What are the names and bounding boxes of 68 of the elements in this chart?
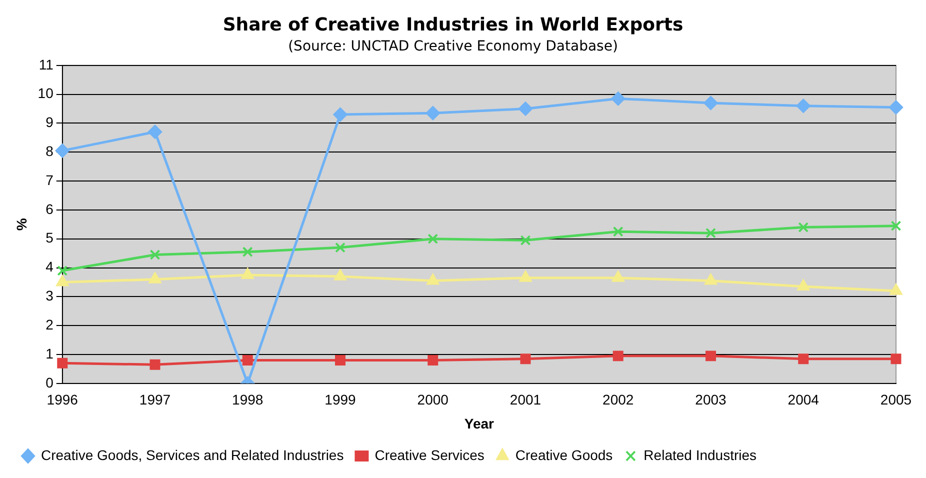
chart-subtitle: (Source: UNCTAD Creative Economy Database) [288,38,618,55]
point [519,270,532,282]
legend-label: Related Industries [644,446,757,463]
point [612,350,624,362]
point [148,272,162,284]
x-tick-label: 1999 [324,392,356,408]
point [241,268,254,279]
y-tick-label: 5 [46,230,54,246]
point [57,358,68,368]
y-tick-label: 9 [46,114,54,130]
point [56,275,69,286]
point [889,100,903,114]
y-tick-label: 0 [46,374,54,390]
y-tick-label: 7 [46,172,54,188]
legend-label: Creative Goods, Services and Related Industries [41,446,344,463]
point [611,92,626,106]
point [335,355,346,366]
x-axis-title: Year [464,415,495,432]
x-tick-label: 1997 [139,392,171,408]
point [150,359,160,370]
point [612,270,624,282]
point [150,250,160,260]
point [890,284,902,295]
y-tick-label: 11 [38,56,54,72]
point [333,108,348,122]
point [242,246,253,258]
point [335,242,346,253]
point [518,102,532,116]
point [242,355,253,366]
y-tick-label: 3 [46,288,54,304]
x-tick-label: 2004 [788,392,820,408]
point [706,228,716,238]
point [426,274,440,285]
x-tick-label: 2001 [510,392,542,408]
point [798,354,809,364]
point [148,124,162,139]
x-tick-label: 1998 [232,392,264,408]
x-tick-label: 2005 [880,392,912,408]
point [520,235,531,246]
point [428,234,438,244]
point [334,269,346,280]
point [706,350,716,362]
point [798,222,809,233]
chart-title: Share of Creative Industries in World Exports [222,14,684,36]
x-tick-label: 2002 [602,392,634,408]
point [612,226,624,237]
point [704,274,717,285]
x-tick-label: 2000 [417,392,449,408]
point [704,96,718,110]
y-tick-label: 10 [38,85,54,102]
y-axis-title: % [13,218,30,231]
point [797,280,810,291]
point [890,354,902,364]
point [796,98,810,113]
legend-label: Creative Goods [515,446,613,463]
x-tick-label: 2003 [695,392,727,408]
x-tick-label: 1996 [46,392,78,408]
y-tick-label: 6 [46,200,54,217]
y-tick-label: 4 [46,258,54,275]
point [426,106,440,120]
point [890,220,902,232]
y-tick-label: 2 [46,316,54,332]
y-tick-label: 1 [46,345,54,362]
point [520,354,531,364]
legend-label: Creative Services [374,446,484,463]
point [428,355,438,366]
point [55,144,70,158]
y-tick-label: 8 [46,142,54,159]
